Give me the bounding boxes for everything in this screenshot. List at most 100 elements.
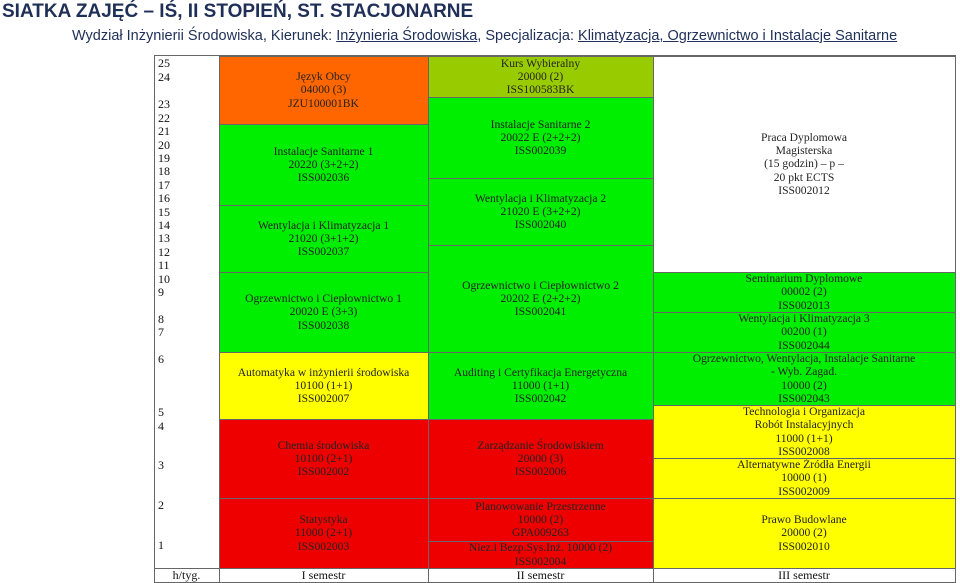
week-number: 2 — [158, 498, 164, 512]
course-block-sem1: Chemia środowiska 10100 (2+1) ISS002002 — [219, 419, 428, 498]
grid-line — [219, 55, 220, 583]
faculty-text: Wydział Inżynierii Środowiska — [72, 28, 263, 44]
course-block-sem1: Automatyka w inżynierii środowiska 10100 … — [219, 352, 428, 419]
course-line: ISS002012 — [778, 183, 830, 197]
course-line: Ogrzewnictwo i Ciepłownictwo 2 — [462, 278, 619, 292]
course-line: ISS002002 — [297, 465, 350, 479]
grid-line — [428, 56, 653, 57]
course-line: 10000 (1) — [781, 471, 827, 485]
course-line: Ogrzewnictwo, Wentylacja, Instalacje San… — [692, 352, 916, 366]
course-line: 21020 E (3+2+2) — [500, 204, 581, 218]
course-line: Zarządzanie Środowiskiem — [477, 438, 604, 452]
course-line: ISS002008 — [778, 444, 830, 458]
course-block-sem2: Kurs Wybieralny 20000 (2) ISS100583BK — [428, 56, 653, 97]
course-line: JZU100001BK — [288, 96, 359, 110]
course-block-sem2: Zarządzanie Środowiskiem 20000 (3) ISS0020… — [428, 419, 653, 498]
week-number: 6 — [158, 352, 164, 366]
course-line: Wentylacja i Klimatyzacja 2 — [474, 191, 607, 205]
course-block-sem1: Statystyka 11000 (2+1) ISS002003 — [219, 498, 428, 568]
course-line: Wentylacja i Klimatyzacja 1 — [257, 218, 390, 232]
grid-line — [219, 124, 428, 125]
week-number: 12 — [158, 245, 170, 259]
course-block-sem3: Alternatywne Źródła Energii 10000 (1) ISS0… — [653, 458, 955, 498]
footer-semester-2: II semestr — [516, 568, 565, 582]
week-number: 13 — [158, 231, 170, 245]
major-text: Inżynieria Środowiska — [336, 28, 478, 44]
course-line: 11000 (1+1) — [511, 378, 570, 392]
course-line: ISS002009 — [778, 484, 830, 498]
page-title: SIATKA ZAJĘĆ – IŚ, II STOPIEŃ, ST. STACJ… — [2, 1, 474, 22]
course-line: 00200 (1) — [781, 325, 827, 339]
grid-line — [428, 178, 653, 179]
course-line: (15 godzin) – p – — [764, 157, 844, 171]
grid-line — [653, 498, 955, 499]
course-line: ISS002006 — [514, 465, 567, 479]
course-block-sem2: Planowowanie Przestrzenne 10000 (2) GPA009… — [428, 498, 653, 541]
week-number: 10 — [158, 272, 170, 286]
course-line: Prawo Budowlane — [761, 513, 847, 527]
week-number: 9 — [158, 285, 164, 299]
grid-line — [154, 55, 155, 583]
course-block-sem1: Język Obcy 04000 (3) JZU100001BK — [219, 56, 428, 124]
course-line: Niez.i Bezp.Sys.Inż. 10000 (2) — [468, 541, 613, 555]
course-line: Język Obcy — [296, 70, 351, 84]
course-line: Auditing i Certyfikacja Energetyczna — [453, 365, 628, 379]
course-line: ISS002041 — [514, 305, 567, 319]
spec-text: Klimatyzacja, Ogrzewnictwo i Instalacje … — [578, 28, 898, 44]
course-block-sem2: Niez.i Bezp.Sys.Inż. 10000 (2) ISS002004 — [428, 541, 653, 568]
course-line: ISS100583BK — [506, 83, 575, 97]
course-block-sem3: Wentylacja i Klimatyzacja 3 00200 (1) ISS0… — [653, 312, 955, 352]
course-line: 10000 (2) — [517, 512, 564, 526]
week-number: 8 — [158, 312, 164, 326]
grid-line — [428, 419, 653, 420]
footer-semester-3: III semestr — [778, 568, 830, 582]
grid-line — [428, 498, 653, 499]
course-line: 11000 (1+1) — [775, 431, 833, 445]
course-line: 04000 (3) — [300, 83, 347, 97]
course-block-sem3: Seminarium Dyplomowe 00002 (2) ISS002013 — [653, 272, 955, 312]
course-line: Technologia i Organizacja — [743, 405, 865, 419]
footer-semester-1: I semestr — [301, 568, 346, 582]
grid-line — [653, 272, 955, 273]
course-line: 20020 E (3+3) — [289, 305, 358, 319]
course-line: 10100 (1+1) — [294, 378, 353, 392]
course-line: Instalacje Sanitarne 1 — [273, 144, 374, 158]
week-number: 4 — [158, 419, 164, 433]
course-line: Robót Instalacyjnych — [754, 418, 854, 432]
course-block-sem1: Instalacje Sanitarne 1 20220 (3+2+2) ISS00… — [219, 124, 428, 205]
grid-line — [154, 55, 955, 56]
grid-line — [955, 55, 956, 583]
course-line: ISS002042 — [514, 392, 567, 406]
week-number: 1 — [158, 538, 164, 552]
grid-line — [653, 312, 955, 313]
course-line: - Wyb. Zagad. — [770, 365, 838, 379]
course-line: Kurs Wybieralny — [500, 56, 581, 70]
course-block-sem2: Instalacje Sanitarne 2 20022 E (2+2+2) ISS… — [428, 97, 653, 178]
course-block-sem3: Prawo Budowlane 20000 (2) ISS002010 — [653, 498, 955, 568]
course-block-sem3: Ogrzewnictwo, Wentylacja, Instalacje San… — [653, 352, 955, 405]
course-block-sem3: Praca Dyplomowa Magisterska (15 godzin) – … — [653, 56, 955, 272]
course-line: 20 pkt ECTS — [773, 170, 835, 184]
week-number: 16 — [158, 191, 170, 205]
grid-line — [428, 97, 653, 98]
course-line: ISS002039 — [514, 144, 567, 158]
course-block-sem2: Auditing i Certyfikacja Energetyczna 1100… — [428, 352, 653, 419]
course-line: Automatyka w inżynierii środowiska — [237, 365, 410, 379]
course-block-sem2: Ogrzewnictwo i Ciepłownictwo 2 20202 E (2… — [428, 245, 653, 352]
week-number: 17 — [158, 178, 170, 192]
grid-line — [428, 352, 653, 353]
course-line: ISS002004 — [514, 554, 567, 568]
course-block-sem3: Technologia i Organizacja Robót Instalacy… — [653, 405, 955, 458]
course-line: ISS002040 — [514, 218, 567, 232]
course-line: Magisterska — [775, 144, 833, 158]
course-line: Alternatywne Źródła Energii — [737, 458, 871, 472]
course-line: 20202 E (2+2+2) — [500, 291, 581, 305]
course-line: Seminarium Dyplomowe — [745, 272, 863, 286]
grid-line — [653, 352, 955, 353]
page-subtitle: Wydział Inżynierii Środowiska, Kierunek:… — [72, 28, 898, 44]
course-line: Planowowanie Przestrzenne — [475, 499, 606, 513]
course-line: Chemia środowiska — [277, 438, 370, 452]
week-number: 20 — [158, 138, 170, 152]
course-line: 20000 (2) — [517, 69, 564, 83]
